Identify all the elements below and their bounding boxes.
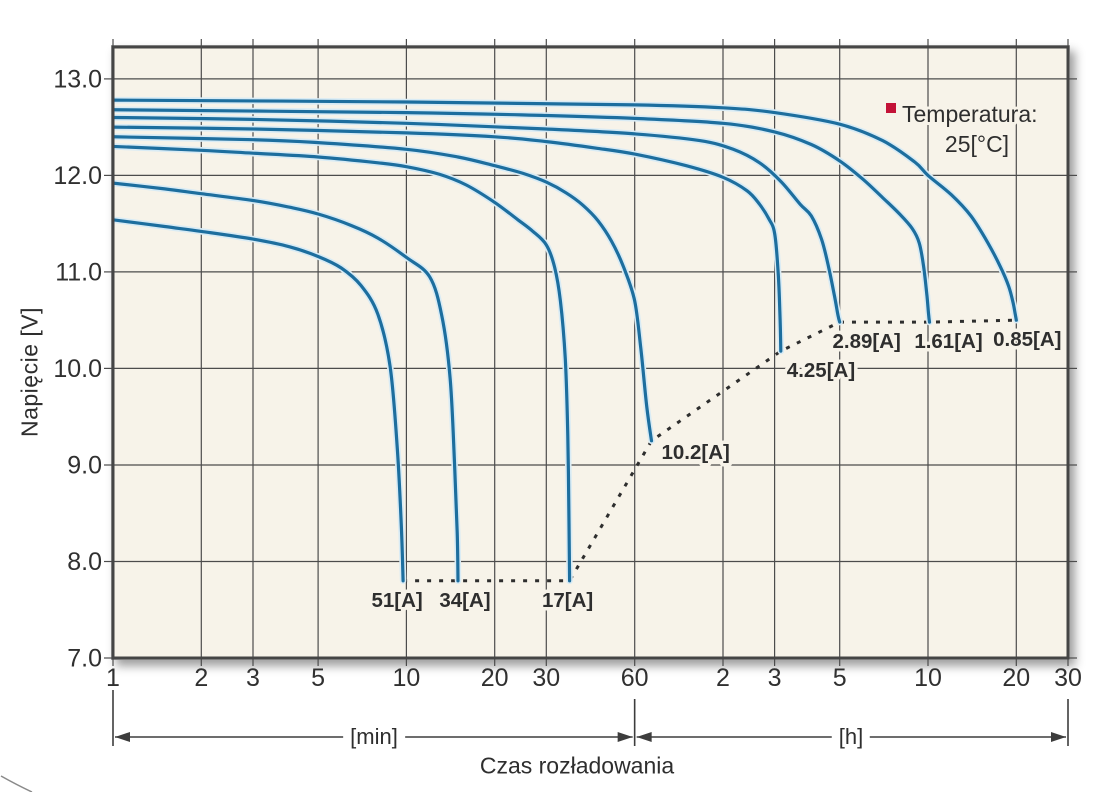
plot-border [111, 45, 1070, 660]
x-tick-label: 1 [106, 664, 120, 692]
curve-label-0.85A: 0.85[A] [993, 328, 1061, 351]
x-tick-label: 10 [392, 664, 420, 692]
curve-halo-10.2A [113, 133, 655, 445]
curve-34A [113, 181, 460, 583]
x-tick-label: 3 [246, 664, 260, 692]
curve-label-51A: 51[A] [371, 589, 422, 612]
y-tick-label: 7.0 [67, 645, 102, 673]
x-tick-label: 10 [914, 664, 942, 692]
curve-2.89A [113, 115, 842, 324]
y-tick-label: 11.0 [55, 258, 102, 286]
arrowhead [617, 732, 633, 742]
x-axis-unit-hours: [h] [831, 724, 871, 750]
y-tick-label: 13.0 [53, 65, 102, 93]
legend-marker-icon [886, 103, 896, 113]
legend-line1: Temperatura: [902, 101, 1038, 127]
curve-label-2.89A: 2.89[A] [833, 330, 901, 353]
x-axis-unit-minutes: [min] [343, 724, 405, 750]
y-tick-label: 8.0 [67, 548, 102, 576]
x-tick-label: 20 [1002, 664, 1030, 692]
x-tick-label: 5 [311, 664, 325, 692]
curve-halo-17A [113, 143, 573, 585]
curve-17A [113, 144, 572, 583]
x-axis-title: Czas rozładowania [479, 752, 675, 779]
curve-1.61A [113, 108, 932, 324]
legend-line2: 25[°C] [945, 131, 1009, 157]
x-tick-label: 30 [1054, 664, 1082, 692]
x-tick-labels: 1 2 3 5 10 20 30 60 2 3 5 10 20 30 [106, 664, 1082, 692]
x-tick-label: 5 [833, 664, 847, 692]
curves [113, 96, 1020, 585]
curve-halo-4.25A [113, 123, 785, 355]
curve-halo-51A [113, 216, 407, 585]
curve-label-10.2A: 10.2[A] [662, 441, 730, 464]
x-tick-label: 20 [481, 664, 509, 692]
x-tick-label: 30 [532, 664, 560, 692]
y-tick-label: 12.0 [53, 162, 102, 190]
curve-label-17A: 17[A] [542, 589, 593, 612]
curve-4.25A [113, 125, 783, 353]
x-tick-label: 3 [768, 664, 782, 692]
curve-label-4.25A: 4.25[A] [787, 359, 855, 382]
x-tick-label: 60 [621, 664, 649, 692]
curve-labels: 51[A] 34[A] 17[A] 10.2[A] 4.25[A] 2.89[A] 1.61… [368, 325, 1065, 616]
page-corner-decoration [0, 775, 33, 792]
curve-0.85A [113, 98, 1018, 322]
cutoff-dotted-line [403, 318, 1017, 583]
curve-10.2A [113, 135, 654, 443]
x-tick-label: 2 [716, 664, 730, 692]
arrowhead [1051, 732, 1066, 742]
y-tick-labels: 7.0 8.0 9.0 10.0 11.0 12.0 13.0 [53, 65, 102, 672]
curve-label-1.61A: 1.61[A] [914, 330, 982, 353]
arrowhead [115, 732, 130, 742]
arrowhead [636, 732, 652, 742]
curve-51A [113, 218, 405, 583]
y-tick-label: 10.0 [53, 355, 102, 383]
axis-section-arrows [112, 690, 1069, 746]
y-tick-label: 9.0 [67, 452, 102, 480]
x-tick-label: 2 [194, 664, 208, 692]
curve-label-34A: 34[A] [439, 589, 490, 612]
legend: Temperatura: 25[°C] [886, 98, 1041, 160]
y-axis-title: Napięcie [V] [16, 306, 43, 438]
